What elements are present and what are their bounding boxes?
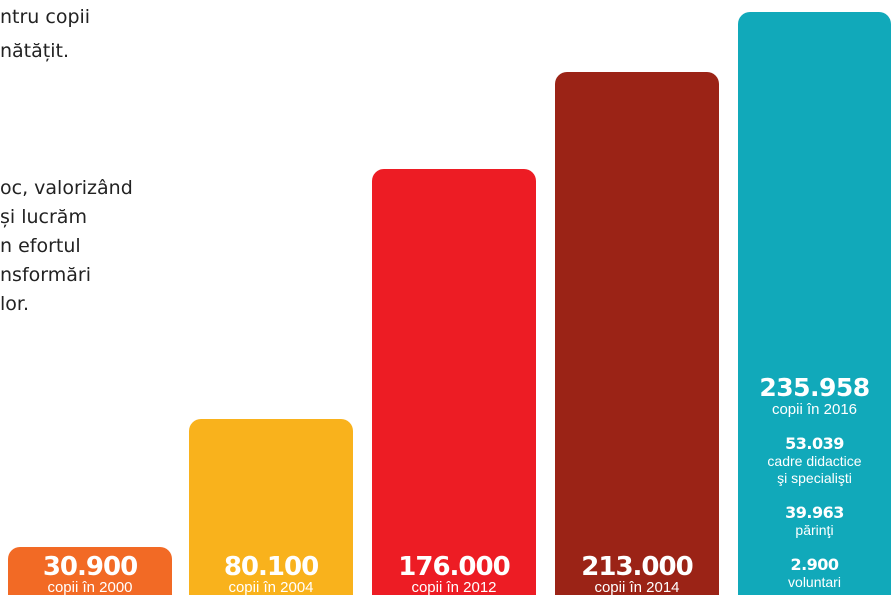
stat-item: 39.963 părinţi [738,503,891,539]
bar: 176.000 copii în 2012 [372,169,536,595]
bar-category-label: copii în 2000 [47,579,133,596]
stats-list: 235.958 copii în 2016 53.039 cadre didactic… [738,359,891,591]
stat-caption: şi specialişti [777,470,852,486]
bar: 80.100 copii în 2004 [189,419,353,595]
bar-category-label: copii în 2014 [594,579,680,596]
bar-value-label: 30.900 [42,552,138,582]
bar-value-label: 176.000 [398,552,510,582]
bar-label: 30.900 copii în 2000 [8,554,172,595]
text-line: nătățit. [0,40,69,62]
stat-item: 53.039 cadre didactice şi specialişti [738,434,891,487]
stat-item: 2.900 voluntari [738,555,891,591]
bar-label: 213.000 copii în 2014 [555,554,719,595]
stat-value: 2.900 [790,555,839,574]
stat-value: 235.958 [759,373,870,402]
stat-value: 53.039 [785,434,844,453]
text-line: n efortul [0,235,81,257]
bar-value-label: 213.000 [581,552,693,582]
text-line: oc, valorizând [0,177,133,199]
bar-label: 80.100 copii în 2004 [189,554,353,595]
stat-caption: cadre didactice [767,453,862,469]
stat-caption: voluntari [788,574,841,590]
text-line: lor. [0,293,30,315]
text-line: nsformări [0,264,91,286]
bar-label: 176.000 copii în 2012 [372,554,536,595]
bar: 213.000 copii în 2014 [555,72,719,595]
stat-caption: părinţi [795,522,834,538]
bar-category-label: copii în 2004 [228,579,314,596]
bar-category-label: copii în 2012 [411,579,497,596]
bar-value-label: 80.100 [223,552,319,582]
stat-caption: copii în 2016 [771,401,858,418]
stat-item: 235.958 copii în 2016 [738,373,891,419]
stat-value: 39.963 [785,503,844,522]
text-line: ntru copii [0,6,91,28]
bar: 30.900 copii în 2000 [8,547,172,595]
text-line: și lucrăm [0,206,87,228]
bar: 235.958 copii în 2016 53.039 cadre didactic… [738,12,891,595]
